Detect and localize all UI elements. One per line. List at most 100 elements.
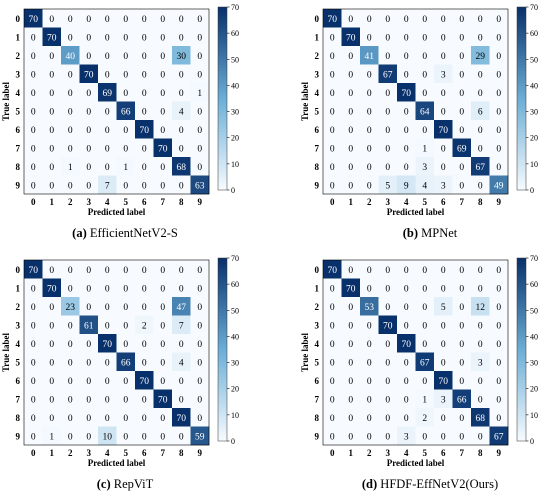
- matrix-cell: [24, 352, 43, 372]
- matrix-cell: [190, 278, 210, 298]
- matrix-cell: [489, 9, 509, 28]
- colorbar-segment: [517, 89, 526, 93]
- cell-value: 3: [441, 70, 446, 80]
- colorbar-segment: [218, 267, 227, 271]
- colorbar-segment: [517, 401, 526, 405]
- cell-value: 0: [496, 89, 501, 99]
- matrix-cell: [135, 389, 154, 409]
- cell-value: 68: [476, 414, 486, 424]
- cell-value: 0: [330, 321, 335, 331]
- matrix-cell: [61, 334, 80, 353]
- colorbar-tick-label: 60: [530, 29, 538, 38]
- matrix-cell: [135, 120, 154, 139]
- x-tick-label: 7: [161, 197, 166, 207]
- matrix-cell: [378, 120, 398, 139]
- colorbar-segment: [517, 141, 526, 145]
- cell-value: 0: [330, 33, 335, 43]
- cell-value: 0: [86, 52, 91, 62]
- matrix-cell: [378, 46, 398, 65]
- matrix-cell: [116, 260, 136, 279]
- colorbar-segment: [517, 279, 526, 283]
- matrix-cell: [135, 426, 154, 446]
- matrix-cell: [61, 138, 80, 158]
- cell-value: 70: [140, 126, 150, 136]
- matrix-cell: [341, 260, 361, 279]
- colorbar-segment: [218, 413, 227, 417]
- cell-value: 0: [197, 52, 202, 62]
- colorbar-frame: [217, 6, 228, 191]
- x-tick-label: 3: [87, 197, 92, 207]
- colorbar-segment: [517, 183, 526, 188]
- y-tick-label: 9: [315, 180, 320, 190]
- matrix-cell: [397, 408, 416, 427]
- cell-value: 0: [179, 432, 184, 442]
- cell-value: 0: [86, 144, 91, 154]
- matrix-cell: [42, 315, 62, 335]
- matrix-cell: [61, 46, 80, 65]
- matrix-cell: [98, 297, 117, 316]
- matrix-cell: [42, 408, 62, 427]
- matrix-cell: [79, 426, 99, 446]
- cell-value: 3: [404, 432, 409, 442]
- cell-value: 0: [49, 107, 54, 117]
- cell-value: 5: [385, 181, 390, 191]
- cell-value: 0: [105, 107, 110, 117]
- matrix-cell: [42, 389, 62, 409]
- matrix-cell: [98, 315, 117, 335]
- cell-value: 0: [49, 126, 54, 136]
- colorbar-tick-label: 50: [231, 55, 239, 64]
- colorbar-segment: [517, 174, 526, 179]
- colorbar-segment: [517, 132, 526, 136]
- matrix-cell: [415, 408, 435, 427]
- matrix-cell: [360, 408, 379, 427]
- matrix-cell: [434, 46, 453, 65]
- cell-value: 0: [496, 70, 501, 80]
- cell-value: 0: [142, 89, 147, 99]
- colorbar-segment: [517, 159, 526, 163]
- cell-value: 0: [367, 126, 372, 136]
- matrix-cell: [434, 101, 453, 121]
- colorbar-segment: [218, 86, 227, 90]
- cell-value: 0: [179, 70, 184, 80]
- matrix-cell: [341, 371, 361, 390]
- matrix-cell: [42, 138, 62, 158]
- matrix-frame: [23, 259, 210, 446]
- matrix-cell: [172, 120, 191, 139]
- matrix-cell: [434, 175, 453, 195]
- colorbar-tick-label: 30: [530, 359, 538, 368]
- colorbar-segment: [218, 68, 227, 72]
- cell-value: 0: [160, 126, 165, 136]
- cell-value: 0: [348, 107, 353, 117]
- matrix-cell: [397, 426, 416, 446]
- matrix-cell: [24, 334, 43, 353]
- matrix-cell: [489, 315, 509, 335]
- cell-value: 0: [330, 358, 335, 368]
- cell-value: 30: [177, 52, 187, 62]
- matrix-cell: [190, 297, 210, 316]
- matrix-cell: [323, 389, 342, 409]
- cell-value: 70: [47, 284, 57, 294]
- matrix-cell: [153, 120, 173, 139]
- matrix-cell: [415, 46, 435, 65]
- cell-value: 0: [385, 303, 390, 313]
- matrix-cell: [471, 9, 490, 28]
- cell-value: 0: [86, 303, 91, 313]
- cell-value: 0: [49, 395, 54, 405]
- matrix-cell: [61, 83, 80, 102]
- matrix-cell: [98, 9, 117, 28]
- x-tick-label: 1: [50, 448, 55, 458]
- matrix-cell: [378, 278, 398, 298]
- matrix-cell: [434, 408, 453, 427]
- matrix-cell: [172, 260, 191, 279]
- cell-value: 0: [422, 340, 427, 350]
- cell-value: 0: [123, 377, 128, 387]
- matrix-cell: [434, 426, 453, 446]
- cell-value: 0: [86, 89, 91, 99]
- cell-value: 0: [330, 163, 335, 173]
- cell-value: 0: [330, 52, 335, 62]
- cell-value: 0: [197, 321, 202, 331]
- colorbar-segment: [517, 68, 526, 72]
- cell-value: 3: [478, 358, 483, 368]
- cell-value: 0: [367, 33, 372, 43]
- x-tick-label: 4: [105, 448, 110, 458]
